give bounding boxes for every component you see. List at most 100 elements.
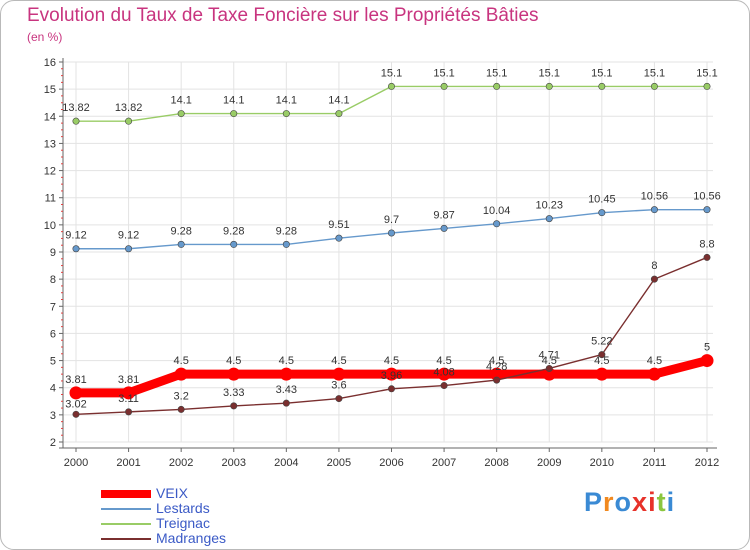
data-point-treignac <box>72 117 80 125</box>
logo-letter: P <box>584 487 604 517</box>
data-label: 15.1 <box>433 67 454 79</box>
legend-item-treignac: Treignac <box>101 515 281 531</box>
y-tick-label: 9 <box>50 247 56 259</box>
y-tick-label: 4 <box>50 383 56 395</box>
data-label: 4.08 <box>433 367 454 379</box>
data-point-madranges <box>177 405 185 413</box>
data-label: 3.96 <box>381 370 402 382</box>
data-point-treignac <box>387 82 395 90</box>
data-point-veix <box>437 367 451 381</box>
data-point-lestards <box>440 224 448 232</box>
data-point-treignac <box>177 110 185 118</box>
data-labels: 3.81 3.81 4.5 4.5 4.5 4.5 4.5 4.5 4.5 4.5 4.5 4.5 5 9… <box>62 67 721 410</box>
legend-swatch <box>101 490 151 498</box>
data-point-madranges <box>125 408 133 416</box>
data-label: 4.28 <box>486 361 507 373</box>
legend-label: Treignac <box>156 515 210 531</box>
data-label: 9.12 <box>118 230 139 242</box>
data-label: 14.1 <box>170 95 191 107</box>
logo-letter: r <box>603 487 615 517</box>
data-point-treignac <box>125 117 133 125</box>
logo-letter: i <box>666 487 676 517</box>
data-point-treignac <box>650 82 658 90</box>
y-tick-label: 11 <box>45 193 56 205</box>
data-label: 15.1 <box>539 67 560 79</box>
data-point-lestards <box>335 234 343 242</box>
data-label: 4.5 <box>489 355 504 367</box>
grid <box>63 61 713 443</box>
data-point-lestards <box>387 229 395 237</box>
data-point-lestards <box>545 215 553 223</box>
data-label: 5 <box>704 342 710 354</box>
x-tick-label: 2005 <box>327 457 351 469</box>
data-point-veix <box>595 367 609 381</box>
data-point-lestards <box>493 220 501 228</box>
legend-swatch <box>101 508 151 510</box>
data-point-veix <box>227 367 241 381</box>
data-label: 4.5 <box>647 355 662 367</box>
x-tick-label: 2008 <box>484 457 508 469</box>
data-point-madranges <box>72 410 80 418</box>
data-label: 4.5 <box>331 355 346 367</box>
data-point-madranges <box>440 382 448 390</box>
y-tick-label: 16 <box>44 57 56 69</box>
y-tick-label: 13 <box>44 138 56 150</box>
data-point-veix <box>647 367 661 381</box>
data-label: 10.23 <box>535 200 563 212</box>
data-point-madranges <box>650 275 658 283</box>
data-point-madranges <box>703 253 711 261</box>
data-label: 4.5 <box>226 355 241 367</box>
data-label: 4.5 <box>436 355 451 367</box>
series-layer <box>69 82 714 418</box>
data-label: 14.1 <box>276 95 297 107</box>
data-label: 9.28 <box>276 225 297 237</box>
y-tick-label: 15 <box>44 84 56 96</box>
proxiti-logo: Proxiti <box>584 487 675 518</box>
data-label: 13.82 <box>115 102 143 114</box>
data-label: 9.7 <box>384 214 399 226</box>
chart-unit-label: (en %) <box>27 30 63 44</box>
data-label: 4.5 <box>542 355 557 367</box>
data-label: 3.33 <box>223 387 244 399</box>
data-point-treignac <box>703 82 711 90</box>
data-point-madranges <box>387 385 395 393</box>
data-label: 9.87 <box>433 209 454 221</box>
y-tick-label: 7 <box>50 301 56 313</box>
data-point-treignac <box>545 82 553 90</box>
data-label: 4.71 <box>539 349 560 361</box>
data-label: 13.82 <box>62 102 90 114</box>
data-label: 4.5 <box>384 355 399 367</box>
x-tick-label: 2003 <box>222 457 246 469</box>
x-tick-label: 2012 <box>695 457 719 469</box>
logo-letter: x <box>632 487 649 517</box>
data-point-veix <box>385 367 398 381</box>
data-label: 15.1 <box>381 67 402 79</box>
y-tick-label: 2 <box>50 437 56 449</box>
data-label: 3.81 <box>118 374 139 386</box>
x-tick-label: 2009 <box>537 457 561 469</box>
y-tick-label: 14 <box>44 111 56 123</box>
data-point-lestards <box>703 206 711 214</box>
data-point-lestards <box>650 206 658 214</box>
data-label: 3.11 <box>118 393 139 405</box>
data-point-lestards <box>230 240 238 248</box>
legend-label: Madranges <box>156 530 227 546</box>
data-label: 10.56 <box>641 191 669 203</box>
data-label: 9.28 <box>170 225 191 237</box>
data-label: 15.1 <box>591 67 612 79</box>
x-tick-label: 2010 <box>590 457 614 469</box>
legend-label: VEIX <box>156 485 188 501</box>
logo-letter: o <box>614 487 633 517</box>
data-point-veix <box>279 367 293 381</box>
data-label: 3.6 <box>331 380 346 392</box>
data-label: 3.81 <box>65 374 86 386</box>
data-label: 10.04 <box>483 205 511 217</box>
data-label: 3.02 <box>65 398 86 410</box>
y-tick-label: 5 <box>50 356 56 368</box>
data-point-lestards <box>282 240 290 248</box>
legend: VEIX Lestards Treignac Madranges <box>101 485 281 546</box>
data-label: 14.1 <box>328 95 349 107</box>
data-point-veix <box>490 367 504 381</box>
data-point-veix <box>174 367 188 381</box>
